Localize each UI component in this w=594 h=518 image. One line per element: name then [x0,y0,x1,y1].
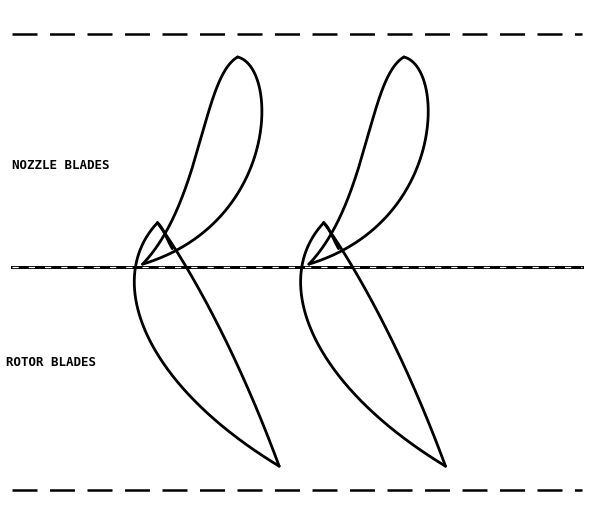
Text: NOZZLE BLADES: NOZZLE BLADES [12,159,109,172]
Text: ROTOR BLADES: ROTOR BLADES [6,356,96,369]
